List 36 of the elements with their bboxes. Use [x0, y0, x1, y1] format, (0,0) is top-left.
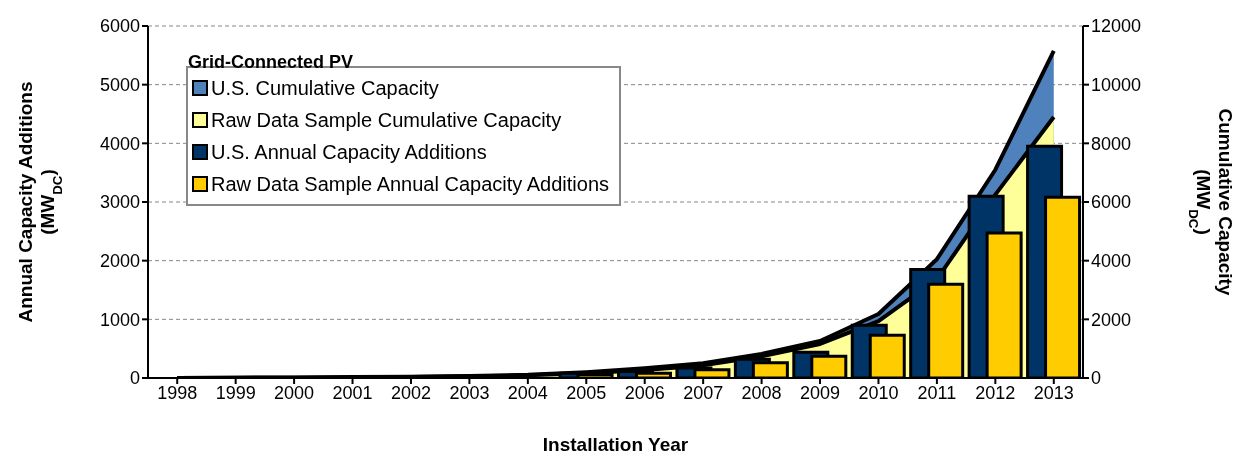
x-tick-label: 2000 [274, 382, 315, 403]
y-tick-label: 3000 [99, 192, 140, 213]
x-tick-label: 2004 [507, 382, 548, 403]
legend-label: U.S. Cumulative Capacity [211, 76, 439, 100]
x-tick-label: 2002 [390, 382, 431, 403]
y2-tick-label: 4000 [1091, 251, 1132, 272]
x-tick-label: 2012 [975, 382, 1016, 403]
y2-tick-label: 12000 [1091, 16, 1142, 37]
x-tick-label: 2013 [1033, 382, 1074, 403]
x-tick-label: 2008 [741, 382, 782, 403]
y-tick-label: 2000 [99, 251, 140, 272]
x-tick-label: 2003 [449, 382, 490, 403]
y2-tick-label: 2000 [1091, 309, 1132, 330]
legend-label: Raw Data Sample Cumulative Capacity [211, 108, 562, 132]
y2-tick-label: 6000 [1091, 192, 1132, 213]
y-tick-label: 0 [129, 368, 140, 389]
x-tick-label: 2010 [858, 382, 899, 403]
x-tick-label: 2007 [683, 382, 724, 403]
y-tick-label: 1000 [99, 309, 140, 330]
x-tick-label: 2005 [566, 382, 607, 403]
y-tick-label: 4000 [99, 133, 140, 154]
y-tick-label: 5000 [99, 75, 140, 96]
y2-tick-label: 10000 [1091, 75, 1142, 96]
legend-label: U.S. Annual Capacity Additions [211, 140, 487, 164]
x-tick-label: 2001 [332, 382, 373, 403]
x-tick-label: 2011 [917, 382, 957, 403]
x-tick-label: 2006 [624, 382, 665, 403]
y2-tick-label: 8000 [1091, 133, 1132, 154]
legend-label: Raw Data Sample Annual Capacity Additions [211, 172, 610, 196]
x-tick-label: 1998 [157, 382, 198, 403]
x-tick-label: 2009 [800, 382, 841, 403]
x-tick-label: 1999 [215, 382, 256, 403]
text: Grid-Connected PV [188, 52, 354, 73]
y-tick-label: 6000 [99, 16, 140, 37]
x-axis-title: Installation Year [542, 434, 689, 455]
y2-tick-label: 0 [1091, 368, 1102, 389]
